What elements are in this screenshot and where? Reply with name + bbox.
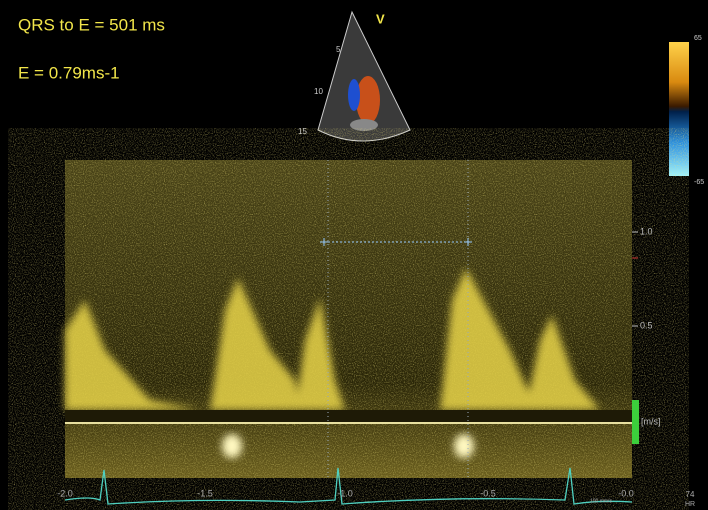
e-velocity: E = 0.79ms-1 <box>18 63 120 82</box>
velocity-tick: 0.5 <box>640 320 653 330</box>
velocity-tick: 1.0 <box>640 226 653 236</box>
heart-rate: 74 <box>686 490 695 499</box>
depth-label: 15 <box>298 127 307 136</box>
time-tick: -1.5 <box>197 488 213 498</box>
sector-image: V 5 10 15 <box>298 11 410 141</box>
ultrasound-screen: QRS to E = 501 ms E = 0.79ms-1 V 5 10 15… <box>0 0 708 510</box>
sector-label: V <box>376 11 385 26</box>
heart-rate-unit: HR <box>685 501 695 508</box>
qrs-to-e: QRS to E = 501 ms <box>18 15 165 34</box>
time-tick: -0.5 <box>480 488 496 498</box>
color-bar-bottom: -65 <box>694 179 704 186</box>
color-bar <box>669 42 689 176</box>
time-tick: -0.0 <box>618 488 634 498</box>
color-bar-top: 65 <box>694 35 702 42</box>
velocity-unit: [m/s] <box>641 416 661 426</box>
spectral-display <box>65 160 639 478</box>
depth-label: 5 <box>336 45 341 54</box>
time-tick: -1.0 <box>337 488 353 498</box>
time-tick: -2.0 <box>57 488 73 498</box>
depth-label: 10 <box>314 87 323 96</box>
sweep-speed: 100 mm/s <box>590 498 612 504</box>
